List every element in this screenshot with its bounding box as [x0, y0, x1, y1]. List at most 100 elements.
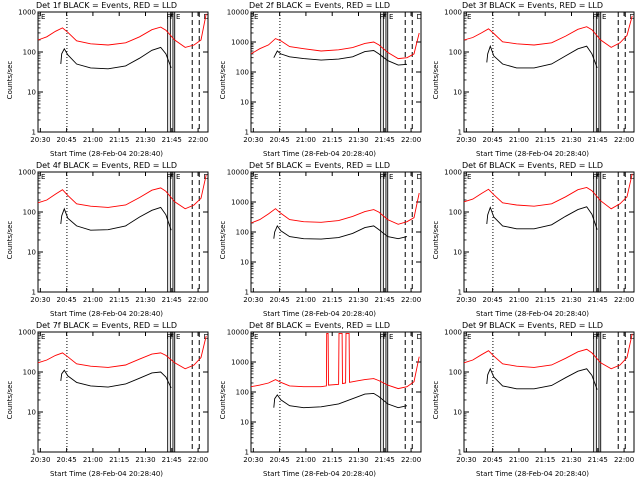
y-tick-label: 1000 — [231, 39, 249, 47]
panel-title: Det 8f BLACK = Events, RED = LLD — [248, 321, 391, 330]
panel-plot: 20:30 20:45 21:00 21:15 21:30 21:45 22:00 1 10 10… — [18, 9, 209, 145]
panel-title: Det 2f BLACK = Events, RED = LLD — [248, 1, 391, 10]
flag-letter: E — [602, 173, 606, 181]
y-tick-label: 1 — [458, 289, 462, 297]
y-tick-label: 1000 — [18, 9, 36, 17]
panel-plot: 20:30 20:45 21:00 21:15 21:30 21:45 22:00 1 10 10… — [444, 169, 635, 305]
x-axis-label: Start Time (28-Feb-04 20:28:40) — [475, 150, 590, 158]
x-tick-label: 20:45 — [57, 456, 77, 464]
panel-title: Det 4f BLACK = Events, RED = LLD — [35, 161, 178, 170]
x-tick-label: 21:45 — [375, 136, 395, 144]
detector-panel: Det 8f BLACK = Events, RED = LLD Start Ti… — [213, 320, 426, 480]
flag-letter: F — [167, 173, 171, 181]
panel-title: Det 7f BLACK = Events, RED = LLD — [35, 321, 178, 330]
x-tick-label: 21:15 — [109, 456, 129, 464]
y-tick-label: 100 — [23, 49, 36, 57]
x-tick-label: 22:00 — [188, 296, 208, 304]
x-tick-label: 20:30 — [243, 136, 263, 144]
panel-plot: 20:30 20:45 21:00 21:15 21:30 21:45 22:00 1 10 10… — [18, 329, 209, 465]
flag-letter: F — [383, 13, 387, 21]
x-tick-label: 20:45 — [483, 456, 503, 464]
lld-series-line — [37, 13, 207, 48]
flag-letter: F — [596, 13, 600, 21]
y-tick-label: 1 — [32, 129, 36, 137]
flag-letter: D — [630, 333, 635, 341]
plot-frame — [37, 11, 209, 133]
y-tick-label: 1 — [458, 129, 462, 137]
detector-panel: Det 3f BLACK = Events, RED = LLD Start Ti… — [426, 0, 639, 160]
x-tick-label: 21:30 — [348, 136, 368, 144]
x-tick-label: 21:00 — [296, 456, 316, 464]
detector-panel: Det 1f BLACK = Events, RED = LLD Start Ti… — [0, 0, 213, 160]
plot-frame — [250, 11, 422, 133]
flag-letter: F — [596, 333, 600, 341]
x-tick-label: 21:00 — [509, 456, 529, 464]
flag-letter: E — [389, 173, 393, 181]
x-tick-label: 21:00 — [296, 296, 316, 304]
x-axis-label: Start Time (28-Feb-04 20:28:40) — [49, 150, 164, 158]
x-tick-label: 21:00 — [83, 136, 103, 144]
flag-letter: F — [170, 333, 174, 341]
x-axis-label: Start Time (28-Feb-04 20:28:40) — [49, 470, 164, 478]
x-tick-label: 21:30 — [561, 296, 581, 304]
panel-plot: 20:30 20:45 21:00 21:15 21:30 21:45 22:00 1 10 10… — [18, 169, 209, 305]
x-tick-label: 20:30 — [30, 136, 50, 144]
plot-frame — [37, 331, 209, 453]
y-tick-label: 1 — [32, 289, 36, 297]
flag-letter: F — [170, 173, 174, 181]
flag-letter: D — [630, 173, 635, 181]
lld-series-line — [463, 15, 633, 48]
x-tick-label: 21:15 — [322, 136, 342, 144]
x-tick-label: 22:00 — [614, 296, 634, 304]
x-tick-label: 20:30 — [30, 296, 50, 304]
events-series-line — [60, 206, 172, 231]
x-tick-label: 21:15 — [535, 296, 555, 304]
detector-panel: Det 4f BLACK = Events, RED = LLD Start Ti… — [0, 160, 213, 320]
y-tick-label: 1 — [32, 449, 36, 457]
panel-plot: 20:30 20:45 21:00 21:15 21:30 21:45 22:00 1 10 10… — [227, 9, 422, 145]
y-tick-label: 1 — [458, 449, 462, 457]
detector-panel: Det 6f BLACK = Events, RED = LLD Start Ti… — [426, 160, 639, 320]
x-tick-label: 22:00 — [401, 136, 421, 144]
flag-letter: F — [593, 13, 597, 21]
flag-letter: E — [254, 13, 258, 21]
panel-plot: 20:30 20:45 21:00 21:15 21:30 21:45 22:00 1 10 10… — [444, 9, 635, 145]
x-tick-label: 21:30 — [561, 136, 581, 144]
y-tick-label: 100 — [236, 69, 249, 77]
x-tick-label: 22:00 — [188, 456, 208, 464]
x-tick-label: 20:30 — [456, 296, 476, 304]
plot-frame — [250, 331, 422, 453]
y-tick-label: 100 — [236, 229, 249, 237]
x-axis-label: Start Time (28-Feb-04 20:28:40) — [262, 150, 377, 158]
lld-series-line — [250, 192, 420, 225]
x-tick-label: 22:00 — [614, 456, 634, 464]
flag-letter: F — [380, 173, 384, 181]
flag-letter: D — [417, 13, 422, 21]
y-tick-label: 1 — [245, 129, 249, 137]
x-tick-label: 20:45 — [270, 136, 290, 144]
x-tick-label: 21:45 — [588, 296, 608, 304]
lld-series-line — [250, 32, 420, 60]
flag-letter: E — [254, 173, 258, 181]
lld-series-line — [463, 173, 633, 210]
plot-frame — [250, 171, 422, 293]
x-tick-label: 21:45 — [375, 296, 395, 304]
flag-letter: D — [204, 173, 209, 181]
y-tick-label: 100 — [449, 49, 462, 57]
events-series-line — [273, 224, 408, 240]
panel-title: Det 6f BLACK = Events, RED = LLD — [461, 161, 604, 170]
y-tick-label: 100 — [449, 209, 462, 217]
x-tick-label: 21:30 — [348, 296, 368, 304]
flag-letter: E — [389, 13, 393, 21]
lld-series-line — [37, 335, 207, 370]
x-tick-label: 21:15 — [109, 296, 129, 304]
detector-panel: Det 2f BLACK = Events, RED = LLD Start Ti… — [213, 0, 426, 160]
lld-series-line — [37, 174, 207, 210]
flag-letter: E — [467, 173, 471, 181]
x-tick-label: 20:45 — [483, 136, 503, 144]
x-tick-label: 21:30 — [561, 456, 581, 464]
x-tick-label: 20:30 — [30, 456, 50, 464]
flag-letter: F — [380, 333, 384, 341]
x-tick-label: 22:00 — [401, 296, 421, 304]
